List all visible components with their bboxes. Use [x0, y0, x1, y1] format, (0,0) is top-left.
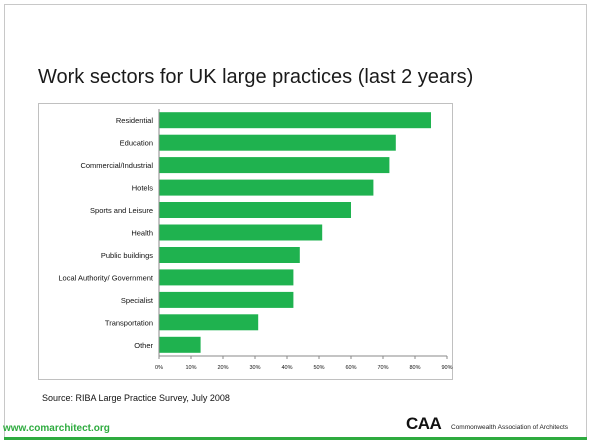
bar-3 [159, 179, 374, 196]
category-label: Transportation [105, 318, 153, 327]
x-tick-label: 40% [281, 365, 292, 371]
x-tick-label: 90% [441, 365, 452, 371]
bar-0 [159, 112, 431, 129]
category-label: Local Authority/ Government [58, 273, 154, 282]
bar-8 [159, 291, 294, 308]
website-link[interactable]: www.comarchitect.org [3, 423, 110, 434]
x-tick-label: 50% [313, 365, 324, 371]
x-tick-label: 60% [345, 365, 356, 371]
category-label: Hotels [132, 184, 154, 193]
x-tick-label: 20% [217, 365, 228, 371]
bar-chart: Residential Education Commercial/Industria… [58, 109, 453, 371]
category-label: Education [120, 139, 153, 148]
bar-10 [159, 336, 201, 353]
x-tick-label: 80% [409, 365, 420, 371]
category-label: Other [134, 341, 153, 350]
category-label: Commercial/Industrial [80, 161, 153, 170]
bar-1 [159, 134, 396, 151]
category-label: Residential [116, 116, 153, 125]
x-tick-label: 30% [249, 365, 260, 371]
category-label: Public buildings [101, 251, 153, 260]
organization-name: Commonwealth Association of Architects [451, 424, 569, 431]
bar-2 [159, 157, 390, 174]
bar-9 [159, 314, 259, 331]
category-label: Sports and Leisure [90, 206, 153, 215]
bar-4 [159, 202, 351, 218]
x-tick-label: 0% [155, 365, 163, 371]
x-tick-label: 10% [185, 365, 196, 371]
source-note: Source: RIBA Large Practice Survey, July… [42, 393, 230, 403]
bar-7 [159, 269, 294, 286]
footer-rule [4, 437, 587, 440]
x-tick-label: 70% [377, 365, 388, 371]
category-label: Specialist [121, 296, 154, 305]
caa-logo: CAA [406, 414, 442, 433]
slide-title: Work sectors for UK large practices (las… [38, 66, 474, 88]
bar-6 [159, 247, 300, 263]
bar-5 [159, 224, 323, 241]
category-label: Health [131, 229, 153, 238]
